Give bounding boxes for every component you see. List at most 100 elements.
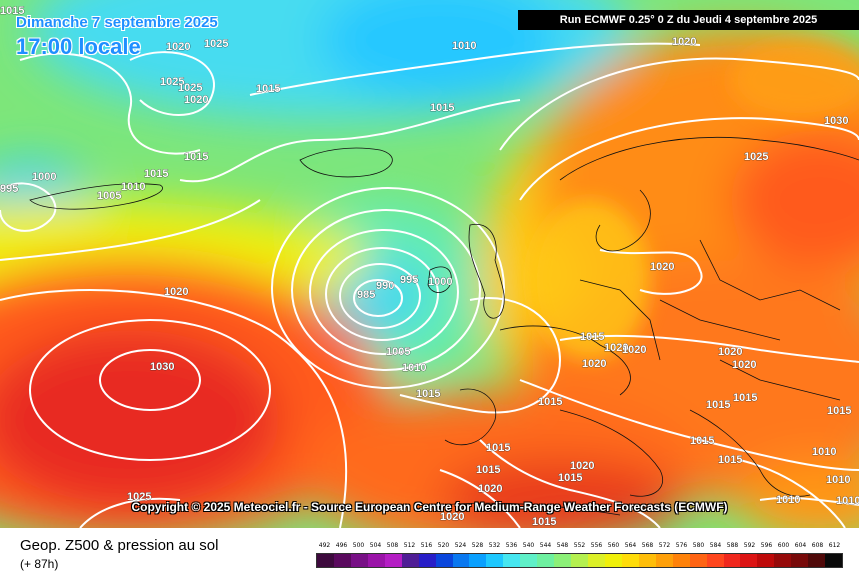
isobar-label: 1025 xyxy=(127,491,151,503)
scale-label: 504 xyxy=(369,542,382,549)
scale-label: 560 xyxy=(607,542,620,549)
scale-label: 584 xyxy=(709,542,722,549)
scale-labels: 492 496 500 504 508 512 516 520 524 528 532 536 540 5… xyxy=(316,542,843,552)
scale-label: 508 xyxy=(386,542,399,549)
isobar-label: 1025 xyxy=(178,82,202,94)
isobar-label: 1020 xyxy=(582,358,606,370)
scale-swatch xyxy=(774,554,792,567)
isobar-label: 1015 xyxy=(144,168,168,180)
isobars xyxy=(0,42,859,528)
scale-label: 576 xyxy=(675,542,688,549)
scale-swatch xyxy=(655,554,673,567)
scale-label: 552 xyxy=(573,542,586,549)
scale-label: 528 xyxy=(471,542,484,549)
forecast-date: Dimanche 7 septembre 2025 xyxy=(16,14,218,31)
scale-swatch xyxy=(367,554,385,567)
isobar-label: 995 xyxy=(400,274,418,286)
isobar-label: 1015 xyxy=(538,396,562,408)
scale-swatch xyxy=(350,554,368,567)
scale-swatch xyxy=(435,554,453,567)
scale-label: 548 xyxy=(556,542,569,549)
scale-swatch xyxy=(384,554,402,567)
color-scale: 492 496 500 504 508 512 516 520 524 528 532 536 540 5… xyxy=(316,542,843,574)
scale-label: 556 xyxy=(590,542,603,549)
isobar-label: 995 xyxy=(0,183,18,195)
isobar-label: 1020 xyxy=(164,286,188,298)
isobar-label: 1030 xyxy=(150,361,174,373)
scale-label: 564 xyxy=(624,542,637,549)
scale-label: 596 xyxy=(760,542,773,549)
scale-swatch xyxy=(757,554,775,567)
scale-swatch xyxy=(418,554,436,567)
coastlines xyxy=(29,137,859,516)
isobar-label: 1015 xyxy=(532,516,556,528)
scale-label: 608 xyxy=(811,542,824,549)
scale-swatch xyxy=(469,554,487,567)
scale-swatch xyxy=(672,554,690,567)
scale-swatch xyxy=(791,554,809,567)
coast-shading xyxy=(530,40,859,360)
isobar-label: 1010 xyxy=(836,495,859,507)
scale-label: 592 xyxy=(743,542,756,549)
isobar-label: 1010 xyxy=(402,362,426,374)
isobar-label: 1015 xyxy=(184,151,208,163)
scale-label: 512 xyxy=(403,542,416,549)
isobar-label: 1025 xyxy=(204,38,228,50)
isobar-label: 1020 xyxy=(604,342,628,354)
isobar-label: 1015 xyxy=(718,454,742,466)
scale-label: 580 xyxy=(692,542,705,549)
isobar-label: 1015 xyxy=(580,331,604,343)
scale-label: 540 xyxy=(522,542,535,549)
isobar-label: 1020 xyxy=(440,511,464,523)
isobar-label: 1020 xyxy=(166,41,190,53)
isobar-label: 1020 xyxy=(622,344,646,356)
isobar-label: 1010 xyxy=(776,494,800,506)
isobar-label: 1000 xyxy=(428,276,452,288)
scale-swatch xyxy=(537,554,555,567)
isobar-label: 1015 xyxy=(827,405,851,417)
scale-swatch xyxy=(401,554,419,567)
scale-label: 572 xyxy=(658,542,671,549)
scale-swatch xyxy=(554,554,572,567)
scale-swatch xyxy=(520,554,538,567)
isobar-label: 1015 xyxy=(476,464,500,476)
isobar-label: 1005 xyxy=(97,190,121,202)
scale-label: 500 xyxy=(352,542,365,549)
scale-swatch xyxy=(706,554,724,567)
isobar-label: 1020 xyxy=(672,36,696,48)
isobar-label: 1020 xyxy=(478,483,502,495)
scale-label: 496 xyxy=(335,542,348,549)
scale-swatch xyxy=(689,554,707,567)
isobar-label: 1015 xyxy=(733,392,757,404)
scale-swatch xyxy=(571,554,588,567)
isobar-label: 1020 xyxy=(570,460,594,472)
isobar-label: 1020 xyxy=(184,94,208,106)
scale-label: 604 xyxy=(794,542,807,549)
scale-swatch xyxy=(621,554,639,567)
isobar-label: 1030 xyxy=(824,115,848,127)
isobar-label: 1015 xyxy=(0,5,24,17)
scale-swatch xyxy=(588,554,605,567)
scale-label: 536 xyxy=(505,542,518,549)
scale-label: 532 xyxy=(488,542,501,549)
scale-swatch xyxy=(486,554,504,567)
scale-label: 568 xyxy=(641,542,654,549)
isobar-label: 990 xyxy=(376,280,394,292)
scale-label: 524 xyxy=(454,542,467,549)
isobar-label: 1015 xyxy=(256,83,280,95)
scale-label: 492 xyxy=(318,542,331,549)
scale-label: 612 xyxy=(828,542,841,549)
isobar-label: 1010 xyxy=(826,474,850,486)
scale-swatch xyxy=(317,554,334,567)
scale-swatch xyxy=(333,554,351,567)
isobar-label: 1010 xyxy=(812,446,836,458)
isobar-label: 1015 xyxy=(558,472,582,484)
scale-swatch xyxy=(740,554,758,567)
isobar-label: 1015 xyxy=(416,388,440,400)
isobar-label: 1005 xyxy=(386,346,410,358)
footer: Geop. Z500 & pression au sol (+ 87h) 492… xyxy=(0,528,859,576)
scale-swatch xyxy=(825,554,843,567)
scale-swatch xyxy=(723,554,741,567)
